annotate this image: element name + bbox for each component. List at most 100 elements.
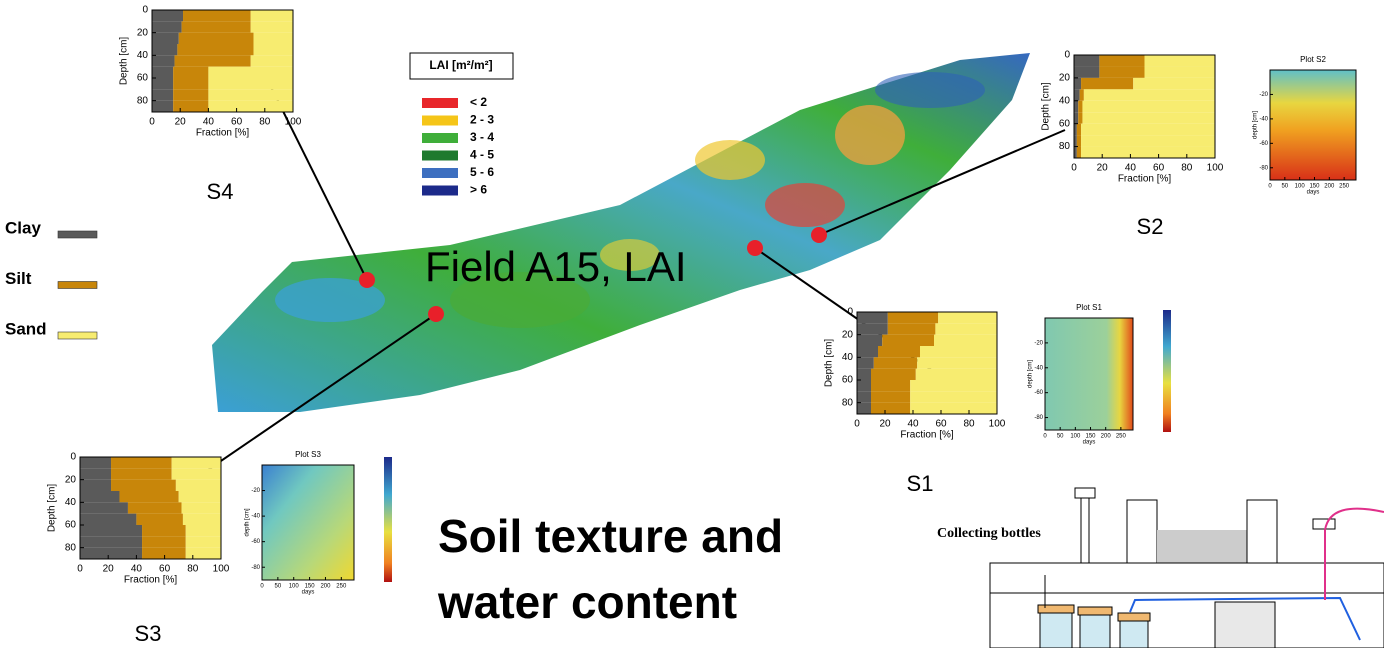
sample-point — [747, 240, 763, 256]
profile-segment — [152, 67, 173, 78]
profile-segment — [142, 548, 186, 559]
x-tick-label: 80 — [1181, 163, 1193, 174]
profile-segment — [878, 346, 920, 357]
profile-segment — [934, 335, 997, 346]
profile-segment — [1099, 66, 1144, 77]
site-label: S3 — [135, 621, 162, 646]
chart-heatmap: Plot S2050100150200250-20-40-60-80daysde… — [1253, 55, 1384, 195]
profile-segment — [1081, 147, 1215, 158]
y-axis-label: Depth [cm] — [119, 37, 130, 86]
x-tick-label: 100 — [989, 419, 1006, 430]
y-tick-label: -80 — [1034, 415, 1043, 421]
x-tick-label: 200 — [1324, 184, 1335, 190]
x-tick-label: 100 — [213, 564, 230, 575]
y-tick-label: 20 — [842, 329, 854, 340]
profile-segment — [857, 357, 874, 368]
profile-segment — [80, 502, 128, 513]
y-axis-label: depth [cm] — [1028, 360, 1034, 388]
x-tick-label: 60 — [935, 419, 947, 430]
profile-segment — [910, 380, 997, 391]
diagram-part — [1075, 488, 1095, 498]
profile-segment — [882, 335, 934, 346]
x-tick-label: 100 — [1070, 434, 1081, 440]
diagram-part — [1081, 498, 1089, 563]
profile-segment — [182, 502, 221, 513]
profile-segment — [1081, 78, 1133, 89]
legend-swatch — [58, 282, 97, 289]
profile-segment — [173, 67, 208, 78]
y-tick-label: 80 — [842, 397, 854, 408]
profile-segment — [186, 536, 221, 547]
x-tick-label: 80 — [963, 419, 975, 430]
x-tick-label: 200 — [1101, 434, 1112, 440]
profile-segment — [208, 89, 293, 100]
y-tick-label: -40 — [1259, 116, 1268, 122]
chart-profile: 020406080100020406080Fraction [%]Depth [… — [119, 5, 302, 204]
y-tick-label: 80 — [137, 95, 149, 106]
bottle-cap — [1118, 613, 1150, 621]
profile-segment — [175, 55, 251, 66]
chart-profile: 020406080100020406080Fraction [%]Depth [… — [47, 452, 230, 646]
legend-label: Sand — [5, 319, 47, 338]
profile-segment — [152, 78, 173, 89]
x-tick-label: 200 — [320, 584, 331, 590]
profile-segment — [251, 55, 293, 66]
profile-segment — [182, 21, 251, 32]
profile-segment — [152, 33, 179, 44]
profile-segment — [1077, 135, 1081, 146]
legend-label: Clay — [5, 218, 41, 237]
profile-segment — [80, 536, 142, 547]
profile-segment — [128, 502, 182, 513]
x-axis-label: Fraction [%] — [1118, 174, 1172, 185]
x-axis-label: Fraction [%] — [900, 430, 954, 441]
x-tick-label: 40 — [907, 419, 919, 430]
y-axis-label: Depth [cm] — [47, 484, 58, 533]
heatmap-title: Plot S1 — [1076, 303, 1102, 312]
x-tick-label: 0 — [854, 419, 860, 430]
profile-segment — [888, 323, 936, 334]
y-tick-label: -20 — [1034, 340, 1043, 346]
chart-heatmap: Plot S1050100150200250-20-40-60-80daysde… — [1028, 303, 1171, 445]
y-tick-label: -20 — [251, 488, 260, 494]
profile-segment — [183, 10, 251, 21]
profile-segment — [1074, 101, 1078, 112]
profile-segment — [254, 44, 293, 55]
profile-segment — [176, 480, 221, 491]
profile-segment — [857, 391, 871, 402]
x-axis-label: days — [1083, 440, 1096, 446]
profile-segment — [1074, 66, 1099, 77]
profile-segment — [874, 357, 917, 368]
profile-segment — [871, 380, 910, 391]
profile-segment — [1077, 147, 1081, 158]
profile-segment — [1074, 89, 1080, 100]
y-tick-label: 0 — [142, 5, 148, 16]
colorbar — [384, 457, 392, 582]
x-tick-label: 50 — [1057, 434, 1064, 440]
x-tick-label: 0 — [77, 564, 83, 575]
y-tick-label: 40 — [842, 352, 854, 363]
chart-heatmap: Plot S3050100150200250-20-40-60-80daysde… — [245, 450, 392, 595]
x-tick-label: 0 — [1043, 434, 1047, 440]
diagram-part — [1313, 519, 1335, 529]
profile-segment — [119, 491, 178, 502]
profile-segment — [80, 514, 136, 525]
lai-patch — [695, 140, 765, 180]
profile-segment — [871, 391, 910, 402]
legend-swatch — [422, 168, 458, 178]
profile-segment — [179, 33, 254, 44]
texture-legend: ClaySiltSand — [5, 218, 97, 339]
lai-patch — [875, 72, 985, 108]
site-label: S4 — [207, 179, 234, 204]
y-tick-label: 80 — [1059, 141, 1071, 152]
x-tick-label: 40 — [1125, 163, 1137, 174]
profile-segment — [80, 548, 142, 559]
x-tick-label: 100 — [285, 117, 302, 128]
y-tick-label: 0 — [847, 307, 853, 318]
profile-segment — [254, 33, 293, 44]
profile-segment — [1078, 101, 1082, 112]
profile-segment — [80, 457, 111, 468]
legend-label: 4 - 5 — [470, 148, 494, 162]
profile-segment — [173, 101, 208, 112]
profile-segment — [910, 403, 997, 414]
y-tick-label: 40 — [1059, 95, 1071, 106]
